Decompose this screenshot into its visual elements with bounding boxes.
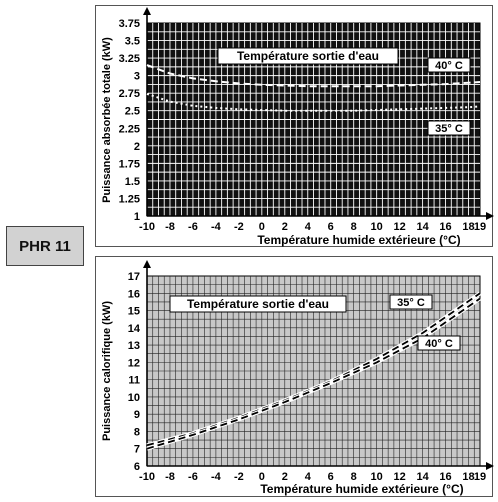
- x-tick-label: 18: [462, 471, 474, 483]
- y-axis-label: Puissance calorifique (kW): [101, 301, 113, 441]
- x-tick-label: 6: [328, 471, 334, 483]
- y-tick-label: 3.25: [119, 53, 140, 65]
- y-tick-label: 9: [134, 409, 140, 421]
- series-label-box: [389, 294, 433, 310]
- x-tick-label: 4: [305, 221, 312, 233]
- x-tick-label: 2: [282, 221, 288, 233]
- x-tick-label: -6: [188, 221, 198, 233]
- x-tick-label: 2: [282, 471, 288, 483]
- y-tick-label: 1.5: [125, 176, 140, 188]
- x-axis-arrow: [486, 462, 494, 470]
- x-tick-label: 8: [351, 471, 357, 483]
- y-tick-label: 12: [128, 357, 140, 369]
- y-tick-label: 2.75: [119, 88, 140, 100]
- y-tick-label: 15: [128, 306, 140, 318]
- y-tick-label: 14: [128, 323, 141, 335]
- x-axis-label: Température humide extérieure (°C): [260, 482, 463, 496]
- series-label: 35° C: [435, 123, 463, 135]
- annotation-label: Température sortie d'eau: [237, 49, 379, 63]
- x-tick-label: 4: [305, 471, 312, 483]
- series-label: 35° C: [397, 297, 425, 309]
- x-tick-label: -2: [234, 471, 244, 483]
- x-tick-label: 16: [439, 221, 451, 233]
- y-tick-label: 1: [134, 211, 140, 223]
- chart-power-absorbed: 11.251.51.7522.252.52.7533.253.53.75-10-…: [101, 7, 494, 247]
- y-tick-label: 1.25: [119, 193, 140, 205]
- x-tick-label: -4: [211, 471, 222, 483]
- model-label: PHR 11: [6, 226, 84, 266]
- y-axis-label: Puissance absorbée totale (kW): [101, 37, 113, 203]
- annotation-box: [217, 47, 399, 65]
- series-label-box: [417, 335, 461, 351]
- x-tick-label: 8: [351, 221, 357, 233]
- y-tick-label: 13: [128, 340, 140, 352]
- x-tick-label: -10: [139, 471, 155, 483]
- y-tick-label: 11: [128, 375, 140, 387]
- series-label-box: [427, 57, 471, 73]
- x-tick-label: 12: [393, 471, 405, 483]
- x-tick-label: 6: [328, 221, 334, 233]
- x-tick-label: 19: [474, 471, 486, 483]
- series-label: 40° C: [425, 338, 453, 350]
- y-tick-label: 10: [128, 392, 140, 404]
- y-tick-label: 17: [128, 271, 140, 283]
- x-tick-label: -2: [234, 221, 244, 233]
- x-axis-label: Température humide extérieure (°C): [257, 233, 460, 247]
- x-tick-label: -8: [165, 471, 175, 483]
- x-tick-label: 12: [393, 221, 405, 233]
- annotation-label: Température sortie d'eau: [187, 297, 329, 311]
- x-tick-label: -4: [211, 221, 222, 233]
- x-axis-arrow: [486, 212, 494, 220]
- y-tick-label: 16: [128, 288, 140, 300]
- series-line: [146, 64, 481, 88]
- y-tick-label: 6: [134, 461, 140, 473]
- x-tick-label: -10: [139, 221, 155, 233]
- y-tick-label: 8: [134, 426, 140, 438]
- y-tick-label: 2.5: [125, 106, 140, 118]
- series-label: 40° C: [435, 60, 463, 72]
- y-tick-label: 1.75: [119, 158, 140, 170]
- x-tick-label: -6: [188, 471, 198, 483]
- series-label-box: [427, 120, 471, 136]
- y-tick-label: 2: [134, 141, 140, 153]
- y-tick-label: 2.25: [119, 123, 140, 135]
- x-tick-label: 0: [259, 471, 265, 483]
- x-tick-label: 14: [416, 471, 429, 483]
- x-tick-label: 14: [416, 221, 429, 233]
- x-tick-label: 16: [439, 471, 451, 483]
- x-tick-label: -8: [165, 221, 175, 233]
- y-axis-arrow: [143, 260, 151, 268]
- y-tick-label: 3: [134, 71, 140, 83]
- y-tick-label: 3.5: [125, 36, 140, 48]
- x-tick-label: 0: [259, 221, 265, 233]
- y-axis-arrow: [143, 7, 151, 15]
- y-tick-label: 7: [134, 444, 140, 456]
- x-tick-label: 10: [371, 471, 383, 483]
- x-tick-label: 19: [474, 221, 486, 233]
- y-tick-label: 3.75: [119, 18, 140, 30]
- x-tick-label: 18: [462, 221, 474, 233]
- series-line: [146, 297, 481, 450]
- annotation-box: [169, 295, 347, 313]
- x-tick-label: 10: [371, 221, 383, 233]
